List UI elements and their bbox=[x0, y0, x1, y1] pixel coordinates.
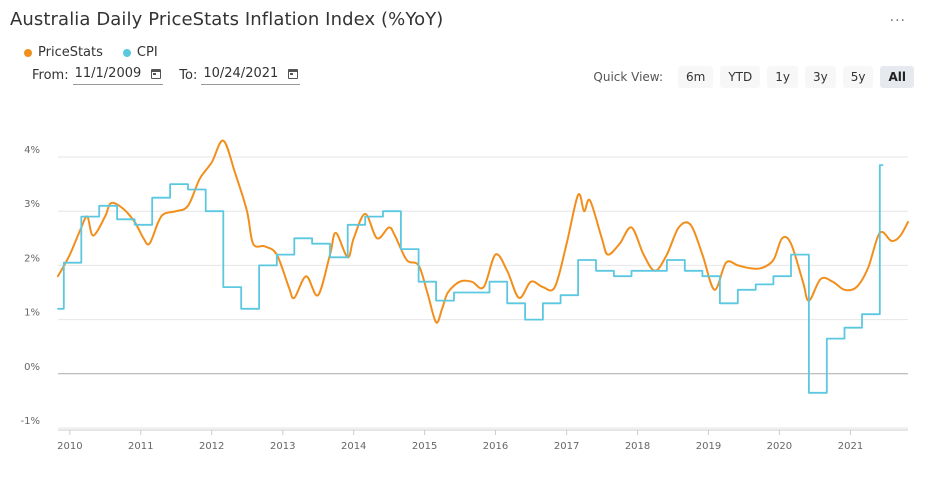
y-tick-label: 0% bbox=[24, 362, 40, 373]
x-tick-label: 2021 bbox=[838, 441, 863, 452]
quick-view: Quick View: 6m YTD 1y 3y 5y All bbox=[593, 66, 914, 88]
x-tick-label: 2011 bbox=[128, 441, 153, 452]
from-date-value: 11/1/2009 bbox=[74, 66, 142, 81]
calendar-icon[interactable] bbox=[288, 68, 299, 79]
series-line-cpi bbox=[57, 164, 884, 394]
legend-item-cpi[interactable]: CPI bbox=[122, 45, 158, 60]
x-tick-label: 2015 bbox=[412, 441, 437, 452]
to-date-field[interactable]: 10/24/2021 bbox=[201, 66, 301, 85]
x-tick-label: 2016 bbox=[483, 441, 508, 452]
x-tick-label: 2020 bbox=[767, 441, 792, 452]
y-tick-label: 2% bbox=[24, 253, 40, 264]
series-line-pricestats bbox=[57, 139, 909, 324]
x-tick-label: 2012 bbox=[199, 441, 224, 452]
quick-view-1y-button[interactable]: 1y bbox=[767, 66, 798, 88]
y-tick-label: 1% bbox=[24, 308, 40, 319]
date-range: From: 11/1/2009 To: 10/24/2021 bbox=[32, 66, 316, 85]
y-tick-label: 4% bbox=[24, 145, 40, 156]
to-date-value: 10/24/2021 bbox=[203, 66, 279, 81]
from-label: From: bbox=[32, 68, 69, 83]
calendar-icon[interactable] bbox=[151, 68, 162, 79]
x-tick-label: 2014 bbox=[341, 441, 366, 452]
y-tick-label: 3% bbox=[24, 199, 40, 210]
quick-view-label: Quick View: bbox=[593, 70, 663, 84]
x-tick-label: 2019 bbox=[696, 441, 721, 452]
x-tick-label: 2018 bbox=[625, 441, 650, 452]
to-label: To: bbox=[179, 68, 198, 83]
legend: PriceStats CPI bbox=[24, 45, 158, 60]
x-tick-label: 2010 bbox=[57, 441, 82, 452]
quick-view-5y-button[interactable]: 5y bbox=[842, 66, 874, 88]
x-tick-label: 2017 bbox=[554, 441, 579, 452]
legend-dot-pricestats bbox=[24, 48, 32, 57]
legend-label-cpi: CPI bbox=[136, 45, 158, 60]
quick-view-all-button[interactable]: All bbox=[880, 66, 914, 88]
legend-item-pricestats[interactable]: PriceStats bbox=[24, 45, 103, 60]
quick-view-ytd-button[interactable]: YTD bbox=[720, 66, 761, 88]
chart-title: Australia Daily PriceStats Inflation Ind… bbox=[10, 9, 444, 30]
quick-view-3y-button[interactable]: 3y bbox=[804, 66, 836, 88]
legend-label-pricestats: PriceStats bbox=[38, 45, 103, 60]
y-tick-label: -1% bbox=[21, 416, 40, 427]
more-dots-icon[interactable]: ··· bbox=[889, 13, 906, 29]
quick-view-6m-button[interactable]: 6m bbox=[678, 66, 714, 88]
x-tick-label: 2013 bbox=[270, 441, 295, 452]
legend-dot-cpi bbox=[122, 48, 131, 57]
from-date-field[interactable]: 11/1/2009 bbox=[72, 66, 164, 85]
